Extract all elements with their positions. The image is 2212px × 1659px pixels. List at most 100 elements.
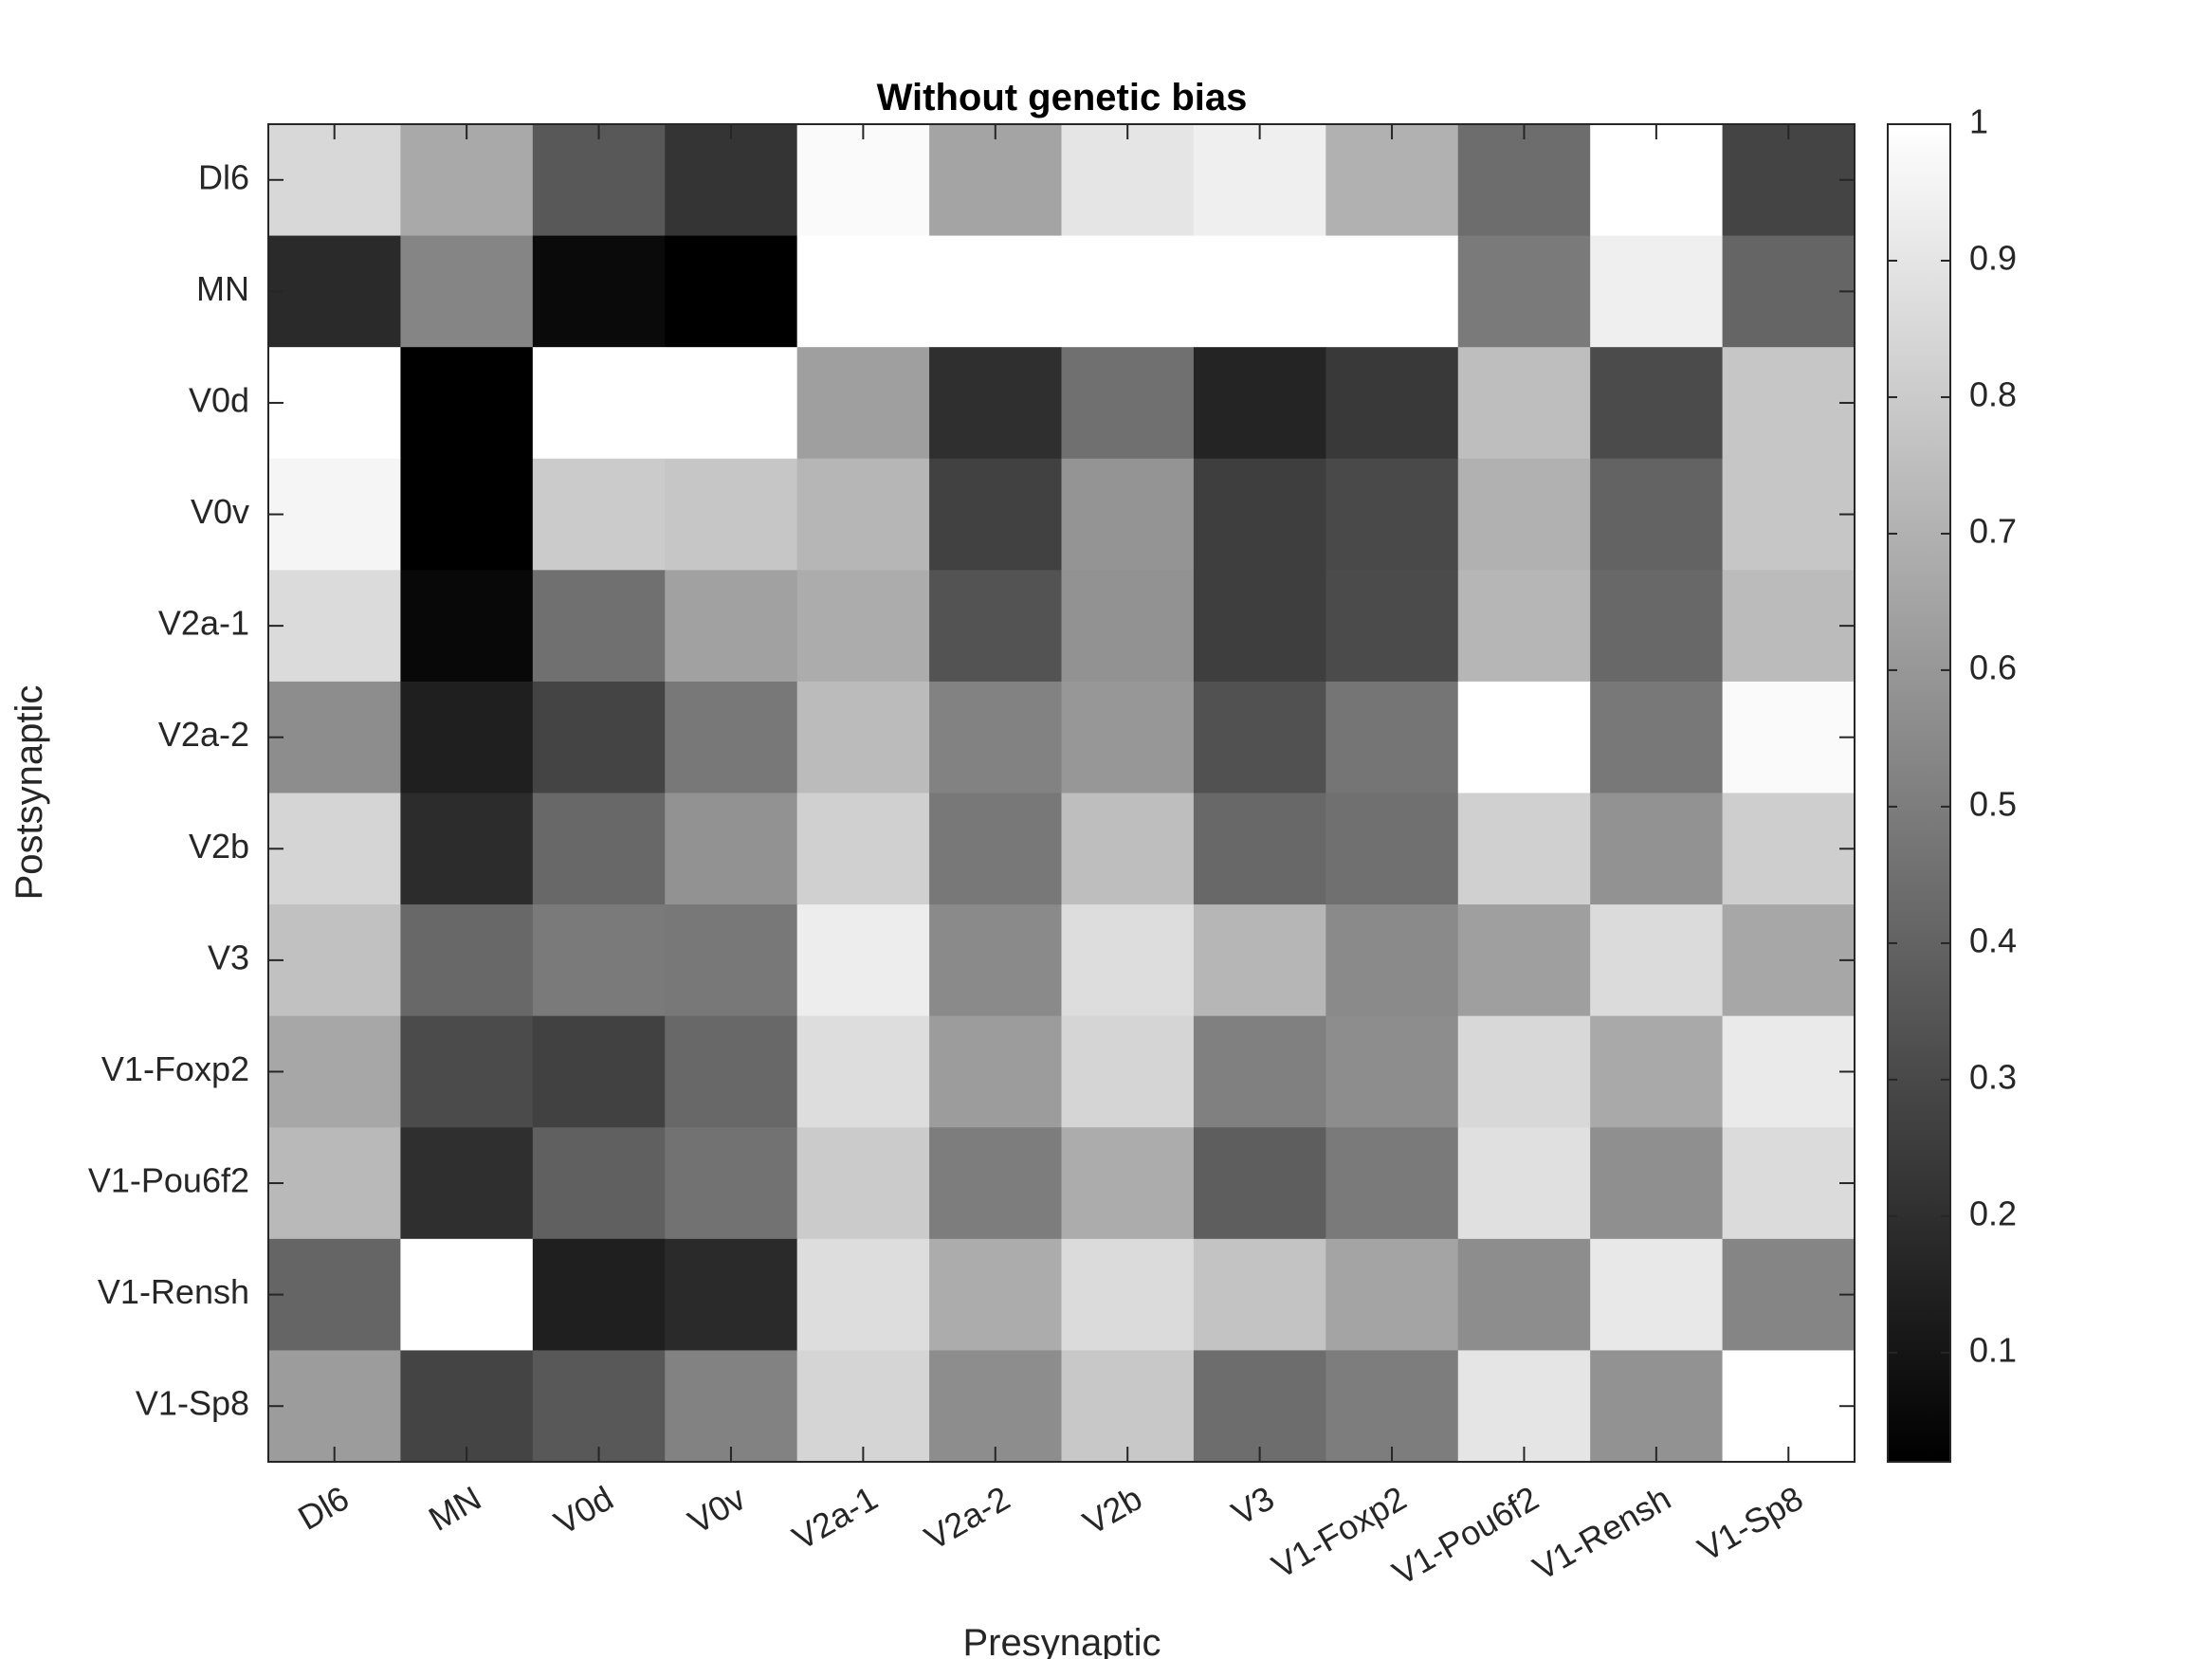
heatmap-cell-0-3: [665, 124, 798, 237]
heatmap-cell-7-3: [665, 904, 798, 1017]
x-tick-label: V2a-2: [918, 1478, 1016, 1558]
heatmap-cell-7-10: [1590, 904, 1724, 1017]
y-tick-labels: Dl6 MN V0d V0v V2a-1 V2a-2 V2b V3 V1-Foxp2 V1-Pou…: [88, 157, 249, 1422]
heatmap-cell-7-7: [1193, 904, 1326, 1017]
colorbar-tick-label: 0.2: [1969, 1194, 2017, 1232]
heatmap-cell-8-0: [268, 1015, 402, 1128]
heatmap-cell-1-3: [665, 235, 798, 348]
heatmap-cell-1-0: [268, 235, 402, 348]
heatmap-cell-10-8: [1325, 1238, 1459, 1352]
heatmap-cell-10-3: [665, 1238, 798, 1352]
heatmap-cell-2-10: [1590, 347, 1724, 460]
heatmap-cell-9-4: [796, 1127, 930, 1240]
heatmap-cell-8-4: [796, 1015, 930, 1128]
heatmap-cell-9-7: [1193, 1127, 1326, 1240]
x-tick-label: V1-Rensh: [1526, 1478, 1677, 1588]
heatmap-cell-0-0: [268, 124, 402, 237]
heatmap-cell-3-9: [1457, 458, 1591, 571]
heatmap-cell-10-4: [796, 1238, 930, 1352]
heatmap-cell-11-6: [1061, 1350, 1195, 1463]
x-tick-label: V1-Pou6f2: [1386, 1478, 1545, 1593]
heatmap-cell-2-9: [1457, 347, 1591, 460]
heatmap-cell-9-3: [665, 1127, 798, 1240]
heatmap-cell-0-1: [400, 124, 534, 237]
heatmap-cell-10-2: [532, 1238, 666, 1352]
y-tick-label: V1-Pou6f2: [88, 1161, 249, 1200]
heatmap-cell-3-8: [1325, 458, 1459, 571]
heatmap-cell-3-11: [1722, 458, 1856, 571]
heatmap-cells: [268, 124, 1856, 1463]
heatmap-cell-9-9: [1457, 1127, 1591, 1240]
heatmap-cell-4-3: [665, 570, 798, 683]
heatmap-cell-6-4: [796, 793, 930, 905]
heatmap-cell-10-1: [400, 1238, 534, 1352]
heatmap-cell-0-6: [1061, 124, 1195, 237]
heatmap-cell-1-6: [1061, 235, 1195, 348]
heatmap-cell-0-10: [1590, 124, 1724, 237]
heatmap-cell-4-9: [1457, 570, 1591, 683]
heatmap-cell-11-0: [268, 1350, 402, 1463]
y-tick-label: V1-Foxp2: [101, 1049, 249, 1088]
y-tick-label: V0d: [189, 380, 249, 419]
colorbar-ticks: 0.1 0.2 0.3 0.4 0.5 0.6 0.7 0.8 0.9 1: [1888, 102, 2017, 1369]
heatmap-cell-7-1: [400, 904, 534, 1017]
heatmap-cell-4-1: [400, 570, 534, 683]
heatmap-cell-8-3: [665, 1015, 798, 1128]
heatmap-cell-5-10: [1590, 681, 1724, 794]
heatmap-cell-1-2: [532, 235, 666, 348]
heatmap-cell-11-4: [796, 1350, 930, 1463]
heatmap-cell-9-5: [929, 1127, 1063, 1240]
heatmap-cell-6-6: [1061, 793, 1195, 905]
x-tick-label: V1-Sp8: [1691, 1478, 1809, 1569]
heatmap-cell-0-9: [1457, 124, 1591, 237]
y-tick-label: V0v: [191, 492, 249, 531]
heatmap-cell-3-3: [665, 458, 798, 571]
heatmap-cell-9-11: [1722, 1127, 1856, 1240]
heatmap-cell-7-2: [532, 904, 666, 1017]
colorbar-tick-label: 0.6: [1969, 647, 2017, 686]
heatmap-cell-11-10: [1590, 1350, 1724, 1463]
heatmap-cell-0-11: [1722, 124, 1856, 237]
heatmap-cell-3-6: [1061, 458, 1195, 571]
heatmap-cell-3-10: [1590, 458, 1724, 571]
heatmap-cell-3-0: [268, 458, 402, 571]
heatmap-cell-11-5: [929, 1350, 1063, 1463]
colorbar-tick-label: 0.3: [1969, 1057, 2017, 1096]
heatmap-cell-6-2: [532, 793, 666, 905]
heatmap-cell-6-7: [1193, 793, 1326, 905]
heatmap-cell-4-8: [1325, 570, 1459, 683]
heatmap-cell-10-11: [1722, 1238, 1856, 1352]
heatmap-cell-7-9: [1457, 904, 1591, 1017]
heatmap-cell-8-5: [929, 1015, 1063, 1128]
heatmap-cell-4-5: [929, 570, 1063, 683]
heatmap-cell-5-4: [796, 681, 930, 794]
heatmap-cell-9-1: [400, 1127, 534, 1240]
heatmap-cell-4-10: [1590, 570, 1724, 683]
heatmap-cell-8-9: [1457, 1015, 1591, 1128]
heatmap-cell-4-2: [532, 570, 666, 683]
heatmap-cell-5-3: [665, 681, 798, 794]
heatmap-cell-10-0: [268, 1238, 402, 1352]
heatmap-cell-9-8: [1325, 1127, 1459, 1240]
heatmap-cell-6-5: [929, 793, 1063, 905]
heatmap-cell-11-8: [1325, 1350, 1459, 1463]
heatmap-cell-2-6: [1061, 347, 1195, 460]
heatmap-cell-3-5: [929, 458, 1063, 571]
heatmap-cell-10-6: [1061, 1238, 1195, 1352]
heatmap-cell-6-11: [1722, 793, 1856, 905]
y-tick-label: MN: [196, 269, 249, 308]
heatmap-cell-2-4: [796, 347, 930, 460]
heatmap-cell-5-7: [1193, 681, 1326, 794]
heatmap-cell-9-0: [268, 1127, 402, 1240]
heatmap-cell-6-9: [1457, 793, 1591, 905]
heatmap-cell-0-8: [1325, 124, 1459, 237]
heatmap-cell-11-11: [1722, 1350, 1856, 1463]
y-axis-label: Postsynaptic: [9, 685, 50, 901]
heatmap-cell-4-11: [1722, 570, 1856, 683]
heatmap-cell-8-8: [1325, 1015, 1459, 1128]
heatmap-cell-2-3: [665, 347, 798, 460]
heatmap-cell-3-2: [532, 458, 666, 571]
heatmap-cell-2-0: [268, 347, 402, 460]
heatmap-cell-5-8: [1325, 681, 1459, 794]
colorbar-tick-label: 1: [1969, 102, 1988, 141]
